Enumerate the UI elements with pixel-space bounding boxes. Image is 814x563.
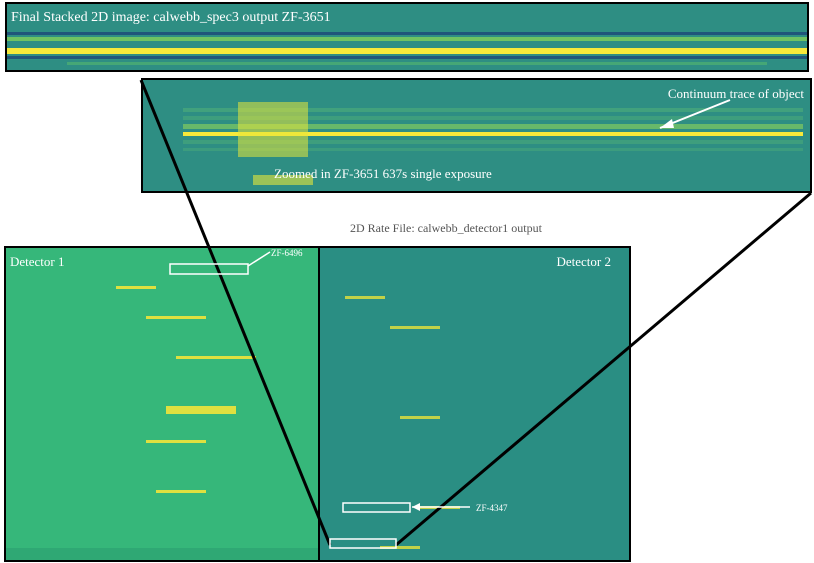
stacked-2d-image: [7, 4, 807, 70]
detector-2-panel: Detector 2 ZF-4347: [318, 246, 631, 562]
rate-file-caption: 2D Rate File: calwebb_detector1 output: [350, 221, 542, 235]
continuum-trace-annotation: Continuum trace of object: [667, 86, 804, 101]
zoomed-exposure-caption: Zoomed in ZF-3651 637s single exposure: [274, 166, 492, 181]
detector-1-label: Detector 1: [10, 254, 65, 269]
stacked-2d-image-panel: Final Stacked 2D image: calwebb_spec3 ou…: [5, 2, 809, 72]
detector-1-image: [6, 248, 319, 560]
detector-2-label: Detector 2: [556, 254, 611, 269]
zf-6496-label: ZF-6496: [271, 248, 303, 258]
detector-1-panel: Detector 1 ZF-6496: [4, 246, 321, 562]
zf-4347-label: ZF-4347: [476, 503, 508, 513]
zoomed-exposure-panel: Continuum trace of object Zoomed in ZF-3…: [141, 78, 812, 193]
stacked-image-title: Final Stacked 2D image: calwebb_spec3 ou…: [11, 10, 331, 25]
detector-2-image: [320, 248, 629, 560]
